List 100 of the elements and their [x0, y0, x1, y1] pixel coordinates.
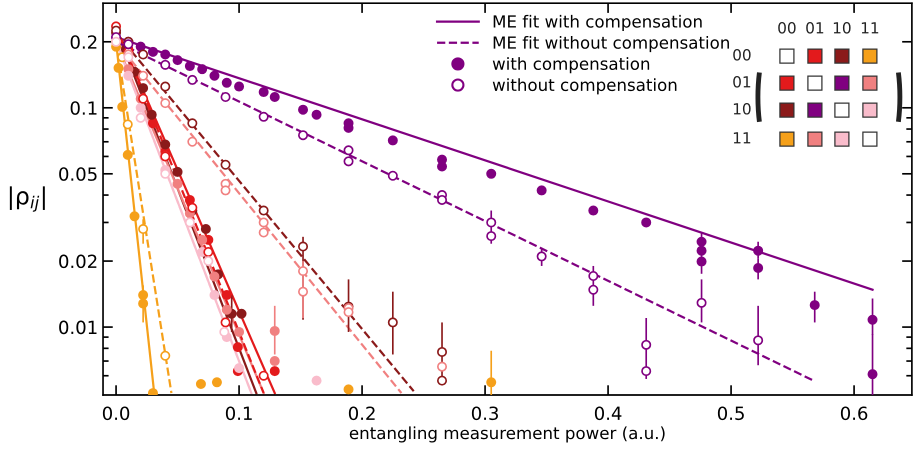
point — [222, 290, 232, 300]
point — [160, 98, 170, 108]
point — [138, 298, 148, 309]
point — [219, 326, 230, 337]
point — [810, 300, 820, 310]
point — [138, 94, 148, 104]
point — [344, 145, 354, 156]
point — [232, 342, 243, 352]
point — [298, 286, 308, 297]
x-tick-label: 0.0 — [102, 406, 130, 420]
point — [258, 87, 269, 98]
point — [270, 326, 280, 336]
point — [160, 140, 170, 150]
point — [187, 136, 198, 147]
point — [136, 102, 146, 113]
point — [298, 130, 308, 140]
point — [437, 362, 448, 372]
point — [486, 217, 496, 228]
point — [588, 270, 598, 281]
point — [753, 335, 764, 346]
point — [122, 150, 133, 160]
point — [536, 251, 547, 262]
annotation: 10 — [834, 22, 851, 34]
point — [136, 42, 146, 52]
point — [209, 272, 220, 282]
x-tick-label: 0.1 — [226, 406, 252, 420]
point — [160, 50, 170, 60]
point — [220, 317, 231, 328]
x-tick-label: 0.6 — [840, 406, 868, 420]
point — [200, 224, 211, 234]
point — [138, 224, 148, 234]
point — [298, 266, 308, 276]
annotation: 00 — [733, 49, 751, 61]
point — [270, 92, 280, 102]
point — [123, 70, 134, 81]
annotation: 00 — [778, 22, 796, 34]
point — [197, 234, 208, 245]
point — [536, 185, 547, 196]
annotation: 11 — [862, 22, 878, 34]
point — [270, 356, 280, 366]
point — [344, 384, 354, 394]
point — [696, 246, 707, 256]
point — [197, 64, 208, 74]
point — [172, 166, 183, 177]
point — [160, 350, 170, 361]
y-tick-label: 0.05 — [59, 167, 97, 181]
point — [696, 236, 707, 247]
annotation: 01 — [733, 76, 750, 88]
x-tick-label: 0.5 — [718, 406, 744, 420]
point — [388, 135, 398, 146]
point — [117, 102, 128, 112]
point — [437, 194, 448, 205]
point — [312, 376, 322, 386]
point — [641, 340, 652, 350]
annotation: 10 — [734, 103, 751, 115]
point — [696, 256, 707, 267]
point — [753, 262, 764, 273]
point — [160, 60, 170, 70]
point — [753, 246, 764, 256]
point — [138, 290, 148, 300]
point — [184, 194, 195, 205]
point — [486, 231, 496, 242]
y-axis-title: |ρ$_{ij}$| — [10, 186, 45, 212]
point — [486, 377, 496, 388]
point — [130, 211, 140, 222]
point — [187, 118, 198, 128]
point — [588, 284, 598, 295]
point — [148, 46, 158, 57]
point — [184, 61, 195, 72]
point — [222, 304, 232, 315]
legend-label: without compensation — [492, 78, 676, 94]
legend-label: with compensation — [492, 57, 650, 74]
point — [220, 160, 231, 170]
y-tick-label: 0.1 — [70, 101, 96, 115]
x-tick-label: 0.2 — [348, 406, 375, 420]
point — [696, 298, 707, 308]
point — [298, 242, 308, 252]
x-axis-title: entangling measurement power (a.u.) — [350, 426, 665, 443]
point — [212, 377, 222, 388]
point — [344, 307, 354, 318]
x-tick-label: 0.4 — [594, 406, 622, 420]
point — [258, 112, 269, 122]
annotation: 11 — [734, 132, 750, 144]
point — [868, 369, 878, 380]
point — [270, 366, 280, 376]
point — [258, 217, 269, 228]
point — [588, 206, 598, 216]
point — [298, 104, 308, 115]
point — [234, 326, 244, 337]
point — [203, 246, 214, 257]
point — [172, 178, 183, 189]
point — [234, 82, 244, 92]
point — [160, 82, 170, 92]
point — [172, 55, 183, 66]
point — [258, 206, 269, 216]
point — [236, 308, 247, 319]
point — [123, 39, 134, 50]
annotation: 01 — [806, 22, 824, 34]
point — [388, 317, 398, 328]
point — [148, 118, 158, 128]
